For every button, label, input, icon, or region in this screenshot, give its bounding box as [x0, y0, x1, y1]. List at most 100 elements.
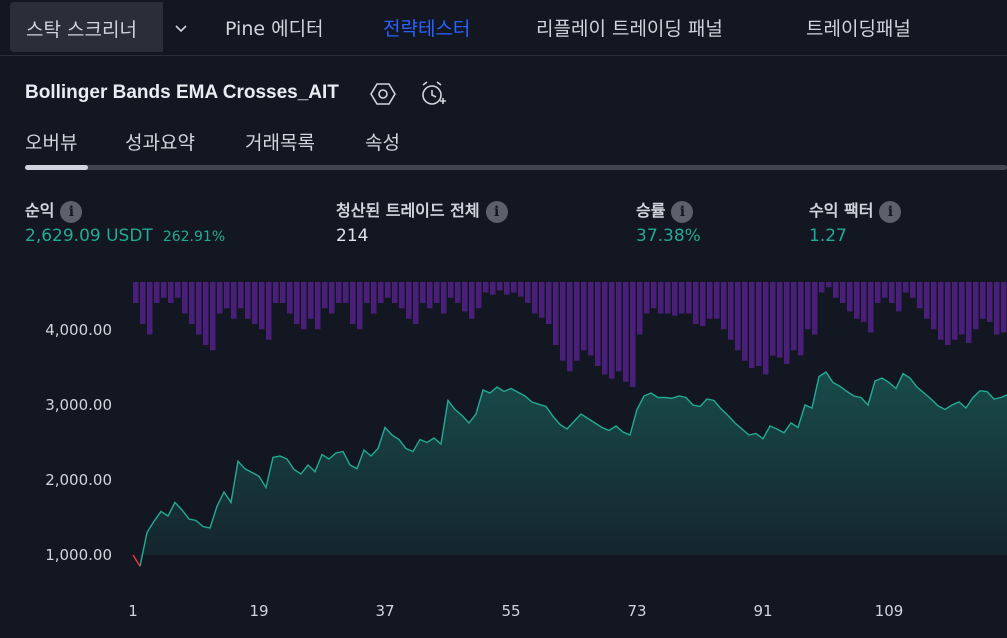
subtab-properties[interactable]: 속성: [365, 132, 400, 154]
drawdown-bar: [882, 282, 888, 298]
drawdown-bar: [980, 282, 986, 319]
drawdown-bar: [875, 282, 881, 303]
tab-replay-trading-panel[interactable]: 리플레이 트레이딩 패널: [536, 18, 723, 40]
y-tick-label: 2,000.00: [45, 471, 112, 489]
drawdown-bar: [609, 282, 615, 379]
drawdown-bar: [672, 282, 678, 316]
drawdown-bar: [364, 282, 370, 303]
drawdown-bar: [910, 282, 916, 298]
chevron-down-icon[interactable]: [170, 17, 192, 39]
drawdown-bar: [266, 282, 272, 340]
drawdown-bar: [679, 282, 685, 314]
x-tick-label: 37: [375, 602, 394, 620]
drawdown-bar: [861, 282, 867, 322]
equity-drawdown-chart[interactable]: 4,000.00 3,000.00 2,000.00 1,000.00 1 19 37 55…: [0, 275, 1007, 638]
drawdown-bar: [966, 282, 972, 343]
drawdown-bar: [357, 282, 363, 330]
equity-area: [140, 372, 1007, 567]
stock-screener-tab[interactable]: 스탁 스크리너: [10, 2, 163, 52]
drawdown-bar: [210, 282, 216, 351]
subtab-overview[interactable]: 오버뷰: [25, 132, 78, 154]
drawdown-bar: [595, 282, 601, 366]
drawdown-bar: [735, 282, 741, 351]
drawdown-bar: [742, 282, 748, 361]
top-navigation: 스탁 스크리너 Pine 에디터 전략테스터 리플레이 트레이딩 패널 트레이딩…: [0, 0, 1007, 56]
tab-trading-panel[interactable]: 트레이딩패널: [806, 18, 911, 40]
strategy-title: Bollinger Bands EMA Crosses_AIT: [25, 82, 339, 103]
drawdown-bar: [973, 282, 979, 330]
drawdown-bar: [791, 282, 797, 351]
drawdown-bar: [413, 282, 419, 324]
drawdown-bar: [525, 282, 531, 303]
drawdown-bar: [693, 282, 699, 324]
subtab-scroll-thumb[interactable]: [25, 165, 88, 170]
drawdown-bar: [763, 282, 769, 375]
tab-pine-editor[interactable]: Pine 에디터: [225, 18, 324, 40]
drawdown-bar: [896, 282, 902, 312]
drawdown-bar: [336, 282, 342, 303]
subtab-trade-list[interactable]: 거래목록: [245, 132, 315, 154]
profit-factor-label: 수익 팩터: [809, 201, 874, 220]
drawdown-bar: [252, 282, 258, 324]
drawdown-bar: [987, 282, 993, 322]
drawdown-bar: [854, 282, 860, 319]
drawdown-bar: [371, 282, 377, 314]
subtab-scrollbar[interactable]: [25, 165, 1007, 170]
drawdown-bar: [602, 282, 608, 375]
info-icon[interactable]: i: [879, 200, 902, 223]
drawdown-bar: [378, 282, 384, 303]
drawdown-bar: [434, 282, 440, 303]
drawdown-bar: [994, 282, 1000, 335]
info-icon[interactable]: i: [60, 200, 83, 223]
stock-screener-label: 스탁 스크리너: [26, 19, 137, 41]
drawdown-bar: [280, 282, 286, 303]
drawdown-bar: [637, 282, 643, 335]
drawdown-bar: [511, 282, 517, 293]
drawdown-bar: [833, 282, 839, 298]
drawdown-bar: [462, 282, 468, 312]
drawdown-bar: [343, 282, 349, 303]
drawdown-bar: [133, 282, 139, 303]
alarm-add-icon[interactable]: [418, 79, 448, 109]
info-icon[interactable]: i: [485, 200, 508, 223]
x-tick-label: 1: [128, 602, 138, 620]
drawdown-bar: [273, 282, 279, 303]
net-profit-percent: 262.91%: [162, 229, 226, 245]
drawdown-bar: [238, 282, 244, 309]
drawdown-bar: [644, 282, 650, 314]
drawdown-bar: [147, 282, 153, 335]
tab-strategy-tester[interactable]: 전략테스터: [383, 18, 471, 40]
subtab-performance-summary[interactable]: 성과요약: [125, 132, 195, 154]
drawdown-bar: [224, 282, 230, 309]
drawdown-bar: [826, 282, 832, 288]
info-icon[interactable]: i: [671, 200, 694, 223]
drawdown-bar: [812, 282, 818, 335]
drawdown-bar: [154, 282, 160, 303]
drawdown-bar: [959, 282, 965, 335]
drawdown-bar: [476, 282, 482, 309]
drawdown-bar: [588, 282, 594, 356]
drawdown-bar: [889, 282, 895, 303]
closed-trades-value: 214: [336, 226, 369, 246]
drawdown-bar: [497, 282, 503, 291]
drawdown-bar: [574, 282, 580, 361]
drawdown-bar: [322, 282, 328, 309]
drawdown-bar: [231, 282, 237, 319]
drawdown-bar: [686, 282, 692, 314]
drawdown-bar: [616, 282, 622, 372]
drawdown-bar: [819, 282, 825, 293]
drawdown-bar: [140, 282, 146, 324]
drawdown-bar: [707, 282, 713, 319]
x-tick-label: 91: [753, 602, 772, 620]
drawdown-bar: [630, 282, 636, 387]
drawdown-bar: [483, 282, 489, 293]
drawdown-bar: [399, 282, 405, 309]
drawdown-bar: [938, 282, 944, 340]
hexagon-gear-icon[interactable]: [368, 79, 398, 109]
drawdown-bar: [560, 282, 566, 361]
drawdown-bar: [756, 282, 762, 366]
drawdown-bar: [903, 282, 909, 293]
drawdown-bar: [329, 282, 335, 314]
drawdown-bar: [581, 282, 587, 351]
drawdown-bar: [175, 282, 181, 298]
